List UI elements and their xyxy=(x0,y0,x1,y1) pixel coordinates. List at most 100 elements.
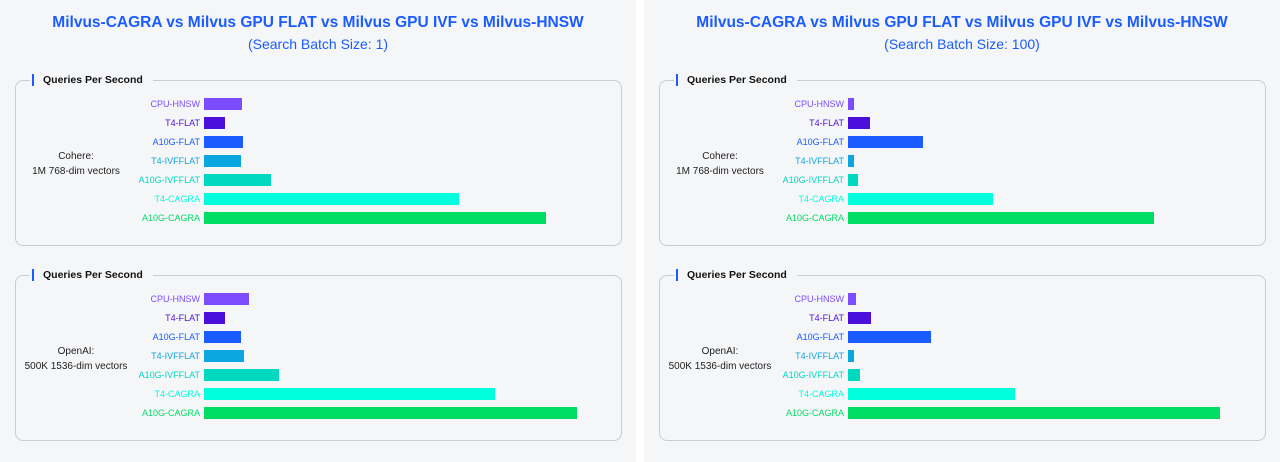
bar-t4-ivfflat xyxy=(848,350,854,362)
heading-marker xyxy=(676,74,678,87)
bar-row: CPU-HNSW xyxy=(16,292,616,306)
bar-cpu-hnsw xyxy=(848,293,856,305)
bar-t4-flat xyxy=(204,117,225,129)
bar-a10g-cagra xyxy=(204,407,578,419)
category-label: T4-IVFFLAT xyxy=(151,351,200,361)
category-label: A10G-IVFFLAT xyxy=(782,175,844,185)
qps-panel-cohere: Queries Per Second Cohere: 1M 768-dim vect… xyxy=(15,72,622,246)
dataset-name: Cohere: xyxy=(58,151,94,162)
bar-row: CPU-HNSW xyxy=(16,97,616,111)
chart-batch-1: Milvus-CAGRA vs Milvus GPU FLAT vs Milvu… xyxy=(0,0,636,462)
qps-panel-openai: Queries Per Second OpenAI: 500K 1536-dim v… xyxy=(15,267,622,441)
category-label: T4-CAGRA xyxy=(154,389,200,399)
bar-row: A10G-FLAT xyxy=(660,135,1260,149)
dataset-label: OpenAI: 500K 1536-dim vectors xyxy=(660,344,780,374)
bar-cpu-hnsw xyxy=(204,293,250,305)
bar-row: T4-FLAT xyxy=(16,116,616,130)
bar-a10g-cagra xyxy=(848,407,1221,419)
bar-row: A10G-IVFFLAT xyxy=(16,368,616,382)
dataset-name: OpenAI: xyxy=(57,346,95,357)
bar-cpu-hnsw xyxy=(848,98,854,110)
bar-row: A10G-CAGRA xyxy=(660,211,1260,225)
dataset-name: OpenAI: xyxy=(701,346,739,357)
bar-row: T4-IVFFLAT xyxy=(660,349,1260,363)
dataset-desc: 1M 768-dim vectors xyxy=(676,166,764,177)
bar-row: A10G-FLAT xyxy=(16,135,616,149)
category-label: T4-CAGRA xyxy=(154,194,200,204)
bar-row: T4-IVFFLAT xyxy=(16,349,616,363)
bar-t4-flat xyxy=(204,312,225,324)
dataset-name: Cohere: xyxy=(702,151,738,162)
metric-label: Queries Per Second xyxy=(43,74,143,86)
bar-row: T4-CAGRA xyxy=(16,192,616,206)
category-label: A10G-FLAT xyxy=(796,137,844,147)
bar-a10g-flat xyxy=(848,331,932,343)
bar-t4-flat xyxy=(848,312,871,324)
dataset-label: Cohere: 1M 768-dim vectors xyxy=(660,149,780,179)
bar-t4-cagra xyxy=(204,388,496,400)
chart-title: Milvus-CAGRA vs Milvus GPU FLAT vs Milvu… xyxy=(52,14,584,31)
category-label: A10G-CAGRA xyxy=(785,408,844,418)
bar-t4-ivfflat xyxy=(204,350,245,362)
category-label: T4-CAGRA xyxy=(798,389,844,399)
bar-row: A10G-CAGRA xyxy=(16,211,616,225)
bar-row: T4-FLAT xyxy=(16,311,616,325)
bar-a10g-ivfflat xyxy=(204,369,280,381)
category-label: T4-FLAT xyxy=(809,313,844,323)
category-label: T4-IVFFLAT xyxy=(151,156,200,166)
bar-a10g-cagra xyxy=(204,212,547,224)
bar-row: T4-IVFFLAT xyxy=(16,154,616,168)
bar-a10g-ivfflat xyxy=(848,369,860,381)
metric-label: Queries Per Second xyxy=(687,269,787,281)
category-label: T4-FLAT xyxy=(809,118,844,128)
metric-heading: Queries Per Second xyxy=(674,267,797,283)
bar-row: T4-FLAT xyxy=(660,116,1260,130)
category-label: CPU-HNSW xyxy=(150,99,201,109)
chart-subtitle: (Search Batch Size: 100) xyxy=(884,36,1040,52)
bar-a10g-flat xyxy=(204,331,242,343)
bar-t4-ivfflat xyxy=(204,155,242,167)
chart-subtitle: (Search Batch Size: 1) xyxy=(247,36,389,52)
heading-marker xyxy=(32,269,34,282)
bar-a10g-ivfflat xyxy=(204,174,271,186)
bar-row: CPU-HNSW xyxy=(660,292,1260,306)
category-label: A10G-IVFFLAT xyxy=(138,175,200,185)
qps-panel-openai: Queries Per Second OpenAI: 500K 1536-dim v… xyxy=(659,267,1266,441)
category-label: A10G-CAGRA xyxy=(141,408,200,418)
bar-row: A10G-IVFFLAT xyxy=(16,173,616,187)
category-label: T4-IVFFLAT xyxy=(795,351,844,361)
dataset-label: OpenAI: 500K 1536-dim vectors xyxy=(16,344,136,374)
bar-row: A10G-IVFFLAT xyxy=(660,368,1260,382)
bar-cpu-hnsw xyxy=(204,98,243,110)
category-label: A10G-FLAT xyxy=(796,332,844,342)
bar-row: T4-FLAT xyxy=(660,311,1260,325)
bar-a10g-ivfflat xyxy=(848,174,858,186)
category-label: T4-IVFFLAT xyxy=(795,156,844,166)
bar-row: T4-CAGRA xyxy=(660,192,1260,206)
metric-heading: Queries Per Second xyxy=(30,72,153,88)
bar-row: CPU-HNSW xyxy=(660,97,1260,111)
metric-heading: Queries Per Second xyxy=(674,72,797,88)
metric-label: Queries Per Second xyxy=(687,74,787,86)
bar-row: A10G-FLAT xyxy=(660,330,1260,344)
category-label: A10G-CAGRA xyxy=(785,213,844,223)
dataset-label: Cohere: 1M 768-dim vectors xyxy=(16,149,136,179)
chart-title: Milvus-CAGRA vs Milvus GPU FLAT vs Milvu… xyxy=(696,14,1228,31)
category-label: T4-FLAT xyxy=(165,313,200,323)
bar-row: A10G-FLAT xyxy=(16,330,616,344)
metric-label: Queries Per Second xyxy=(43,269,143,281)
bar-t4-cagra xyxy=(204,193,459,205)
heading-marker xyxy=(32,74,34,87)
category-label: CPU-HNSW xyxy=(150,294,201,304)
category-label: A10G-IVFFLAT xyxy=(138,370,200,380)
category-label: A10G-FLAT xyxy=(152,332,200,342)
bar-t4-cagra xyxy=(848,388,1015,400)
bar-row: A10G-IVFFLAT xyxy=(660,173,1260,187)
dataset-desc: 1M 768-dim vectors xyxy=(32,166,120,177)
bar-row: T4-CAGRA xyxy=(660,387,1260,401)
category-label: T4-CAGRA xyxy=(798,194,844,204)
bar-t4-ivfflat xyxy=(848,155,854,167)
category-label: A10G-CAGRA xyxy=(141,213,200,223)
bar-row: A10G-CAGRA xyxy=(16,406,616,420)
qps-panel-cohere: Queries Per Second Cohere: 1M 768-dim vect… xyxy=(659,72,1266,246)
